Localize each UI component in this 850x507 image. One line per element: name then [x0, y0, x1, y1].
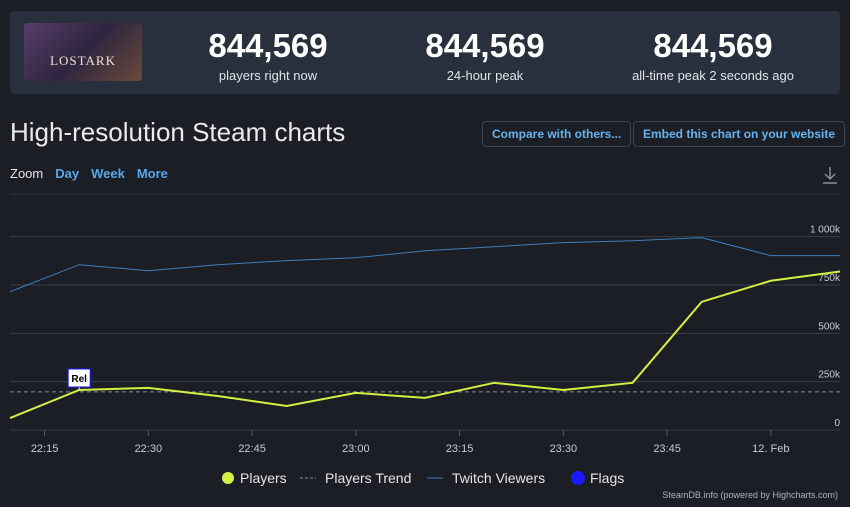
legend-label: Twitch Viewers [452, 470, 545, 486]
series-line [9, 270, 841, 419]
legend-symbol [571, 471, 585, 485]
y-tick-label: 250k [818, 370, 841, 381]
x-tick-label: 23:15 [446, 443, 474, 455]
download-icon[interactable] [823, 167, 837, 184]
y-tick-label: 500k [818, 321, 841, 332]
legend-symbol [222, 472, 234, 484]
stat-value: 844,569 [208, 27, 328, 64]
x-tick-label: 22:45 [238, 443, 266, 455]
stat-value: 844,569 [425, 27, 545, 64]
flag-label: Rel [71, 374, 87, 385]
zoom-bar: Zoom Day Week More [10, 166, 180, 181]
stat: 844,569 players right now [168, 27, 368, 83]
game-logo-text: LOSTARK [50, 53, 116, 68]
legend-label: Flags [590, 470, 624, 486]
flag [67, 368, 91, 388]
zoom-option[interactable]: More [136, 166, 168, 181]
zoom-option[interactable]: Day [55, 166, 80, 181]
embed-button[interactable]: Embed this chart on your website [633, 121, 846, 147]
page-title: High-resolution Steam charts [10, 117, 346, 147]
x-tick-label: 23:30 [550, 443, 578, 455]
x-tick-label: 23:45 [653, 443, 681, 455]
x-tick-label: 12. Feb [752, 443, 789, 455]
x-tick-label: 23:00 [342, 443, 370, 455]
legend-label: Players Trend [325, 470, 411, 486]
y-tick-label: 750k [818, 273, 841, 284]
y-tick-label: 1 000k [810, 225, 841, 236]
stat-label: players right now [218, 68, 318, 83]
x-tick-label: 22:30 [135, 443, 163, 455]
stat: 844,569 24-hour peak [385, 27, 585, 83]
game-image[interactable]: LOSTARK [24, 23, 142, 81]
legend-label: Players [240, 470, 287, 486]
stat: 844,569 all-time peak 2 seconds ago [613, 27, 813, 83]
series-line [9, 237, 840, 293]
stat-value: 844,569 [653, 27, 773, 64]
zoom-label: Zoom [10, 166, 44, 181]
stat-label: all-time peak 2 seconds ago [632, 68, 794, 83]
y-tick-label: 0 [834, 418, 840, 429]
credits[interactable]: SteamDB.info (powered by Highcharts.com) [662, 490, 838, 500]
stats-panel: LOSTARK 844,569 players right now 844,569… [10, 11, 840, 94]
x-tick-label: 22:15 [31, 443, 59, 455]
stat-label: 24-hour peak [446, 68, 524, 83]
zoom-option[interactable]: Week [91, 166, 125, 181]
compare-button[interactable]: Compare with others... [482, 121, 632, 147]
